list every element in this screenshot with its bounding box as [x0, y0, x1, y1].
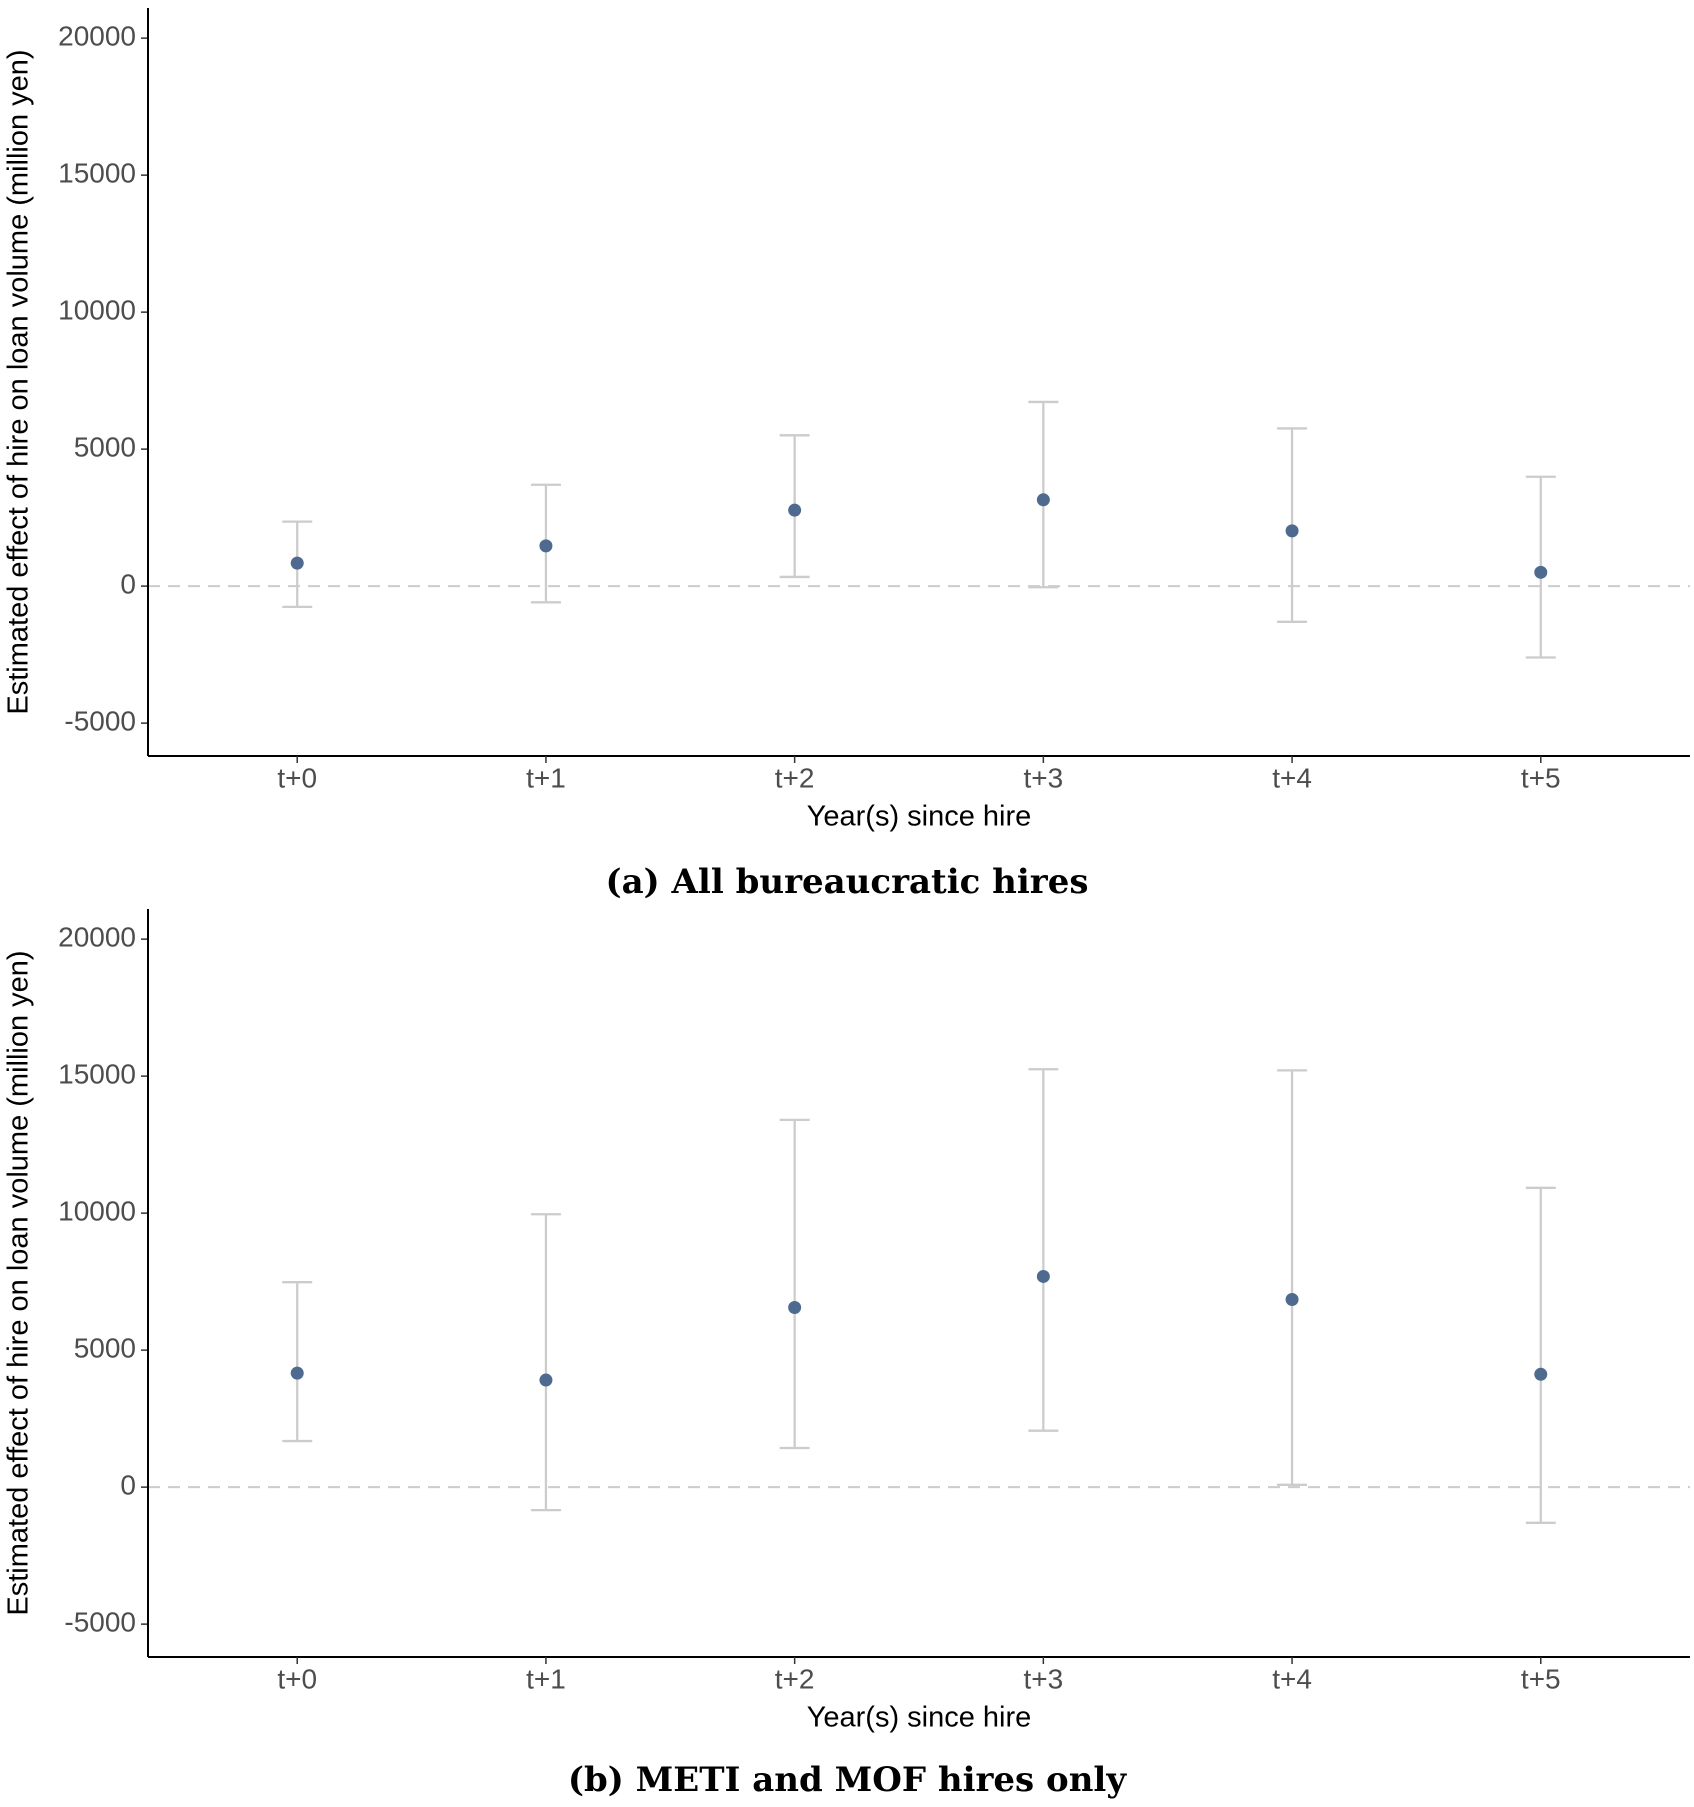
- y-tick-label: 0: [120, 1470, 136, 1501]
- x-tick-label: t+1: [526, 1663, 566, 1694]
- point: [290, 1366, 304, 1380]
- point: [539, 539, 553, 553]
- y-tick-label: 10000: [58, 1196, 136, 1227]
- point: [539, 1373, 553, 1387]
- x-tick-label: t+5: [1521, 1663, 1561, 1694]
- x-tick-label: t+3: [1024, 762, 1064, 793]
- point: [1036, 493, 1050, 507]
- x-tick-label: t+4: [1272, 762, 1312, 793]
- x-axis-title: Year(s) since hire: [807, 1702, 1032, 1734]
- x-tick-label: t+0: [277, 1663, 317, 1694]
- y-tick-label: 20000: [58, 21, 136, 52]
- y-tick-label: 10000: [58, 295, 136, 326]
- point: [1285, 1292, 1299, 1306]
- y-tick-label: 15000: [58, 158, 136, 189]
- y-tick-label: -5000: [64, 1607, 136, 1638]
- x-tick-label: t+1: [526, 762, 566, 793]
- y-tick-label: 0: [120, 569, 136, 600]
- caption: (b) METI and MOF hires only: [568, 1760, 1127, 1800]
- x-tick-label: t+4: [1272, 1663, 1312, 1694]
- point: [290, 556, 304, 570]
- y-tick-label: 20000: [58, 922, 136, 953]
- y-tick-label: -5000: [64, 706, 136, 737]
- caption: (a) All bureaucratic hires: [605, 862, 1088, 902]
- y-tick-label: 5000: [74, 432, 136, 463]
- y-axis-title: Estimated effect of hire on loan volume …: [3, 49, 35, 714]
- y-tick-label: 5000: [74, 1333, 136, 1364]
- point: [788, 1301, 802, 1315]
- x-tick-label: t+3: [1024, 1663, 1064, 1694]
- point: [1285, 524, 1299, 538]
- y-tick-label: 15000: [58, 1059, 136, 1090]
- point: [1036, 1269, 1050, 1283]
- x-tick-label: t+0: [277, 762, 317, 793]
- point: [788, 503, 802, 517]
- point: [1534, 565, 1548, 579]
- x-tick-label: t+2: [775, 1663, 815, 1694]
- x-tick-label: t+5: [1521, 762, 1561, 793]
- y-axis-title: Estimated effect of hire on loan volume …: [3, 950, 35, 1615]
- point: [1534, 1367, 1548, 1381]
- x-tick-label: t+2: [775, 762, 815, 793]
- x-axis-title: Year(s) since hire: [807, 801, 1032, 833]
